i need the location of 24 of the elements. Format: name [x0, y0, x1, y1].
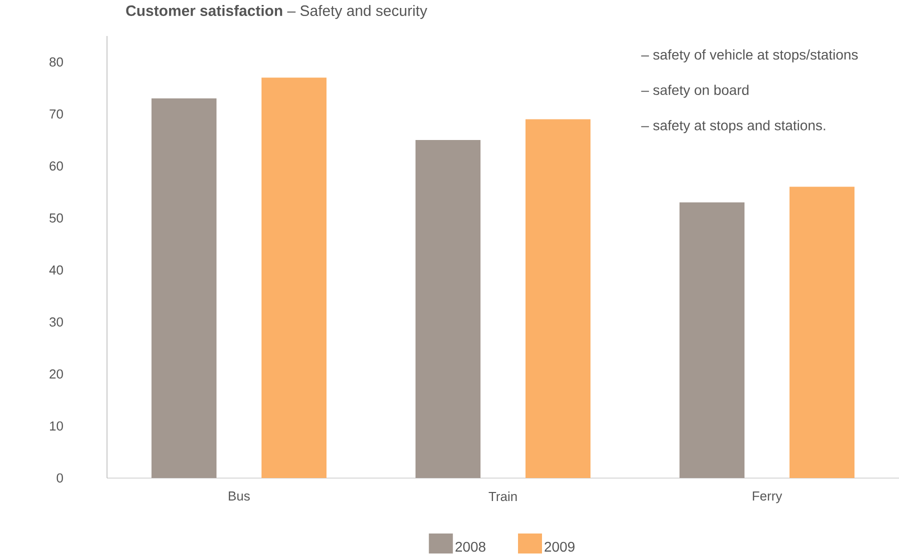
annotation: – safety of vehicle at stops/stations	[641, 49, 858, 62]
y-tick-label: 30	[50, 317, 63, 327]
y-tick-label: 80	[50, 57, 63, 67]
y-tick-label: 50	[50, 213, 63, 223]
y-tick-label: 60	[50, 161, 63, 171]
bar	[680, 202, 744, 478]
x-tick-label: Ferry	[752, 492, 782, 504]
bar	[526, 119, 591, 478]
annotation: – safety on board	[641, 84, 748, 98]
y-tick-label: 40	[49, 265, 63, 275]
y-tick-label: 10	[50, 421, 63, 431]
chart-title: Customer satisfaction – Safety and security	[126, 5, 428, 19]
y-tick-label: 20	[50, 369, 63, 379]
bar	[262, 78, 327, 478]
x-tick-label: Train	[488, 492, 517, 502]
x-tick-label: Bus	[228, 492, 250, 501]
bar	[416, 140, 481, 478]
bar	[152, 98, 217, 478]
y-tick-label: 0	[56, 473, 63, 483]
annotation: – safety at stops and stations.	[641, 120, 826, 134]
y-tick-label: 70	[50, 109, 63, 119]
legend-label: 2008	[456, 542, 486, 552]
bar	[790, 186, 854, 478]
legend-label: 2009	[544, 542, 574, 552]
